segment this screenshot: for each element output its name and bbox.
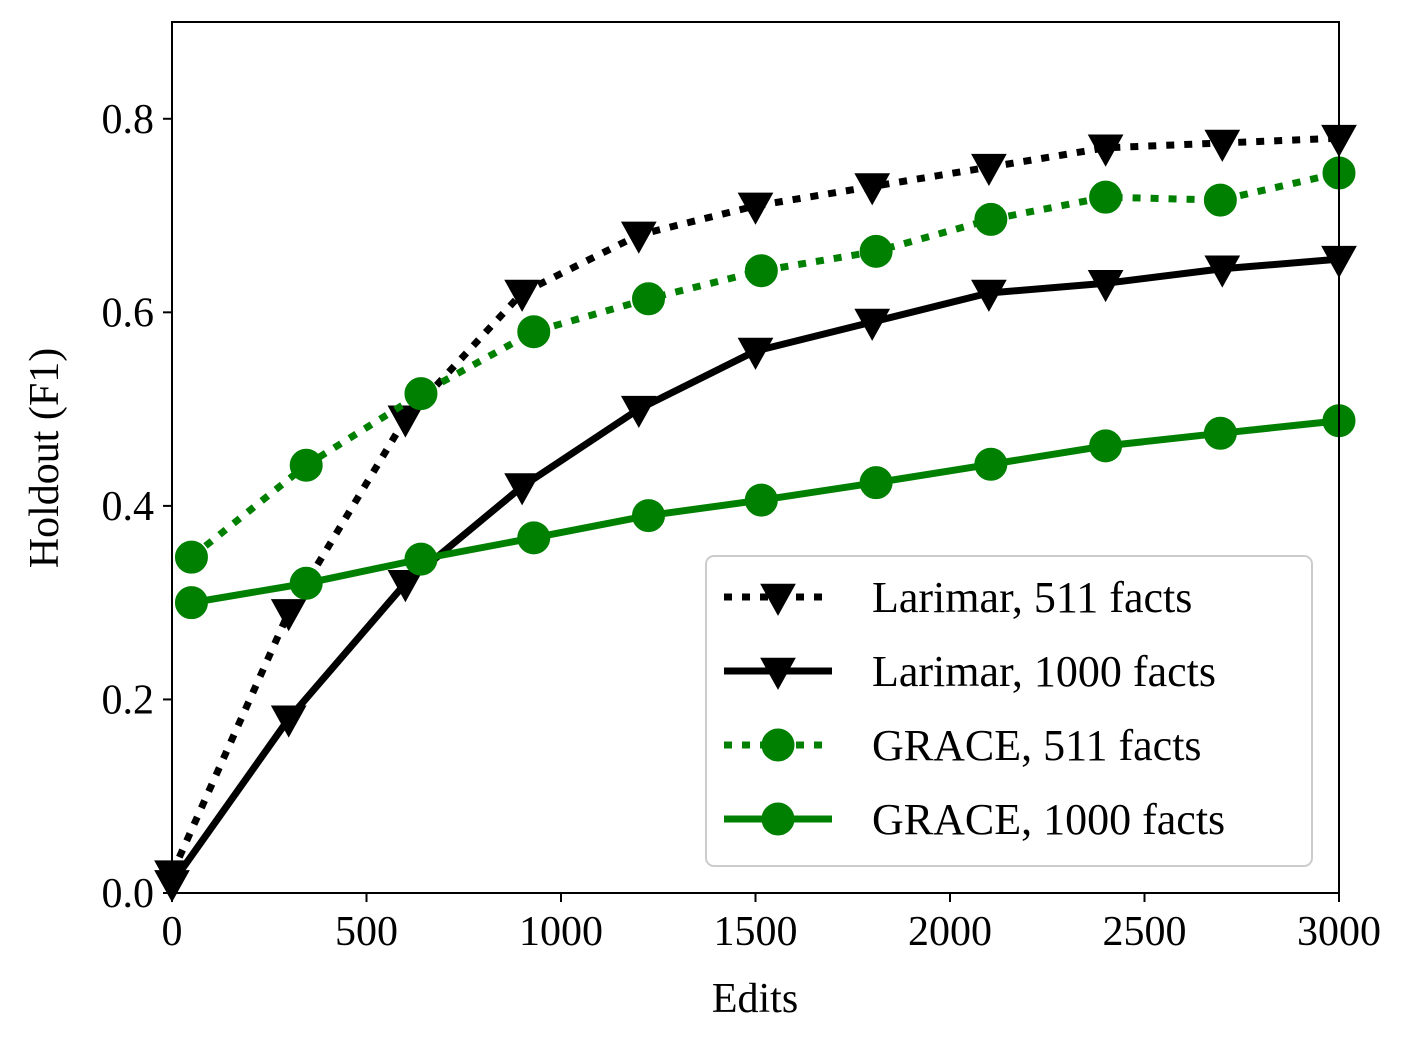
data-point	[270, 705, 307, 738]
x-tick-label: 0	[162, 909, 183, 955]
legend-entry: GRACE, 1000 facts	[724, 795, 1225, 844]
data-point	[744, 483, 778, 517]
data-point	[270, 599, 307, 632]
series-line	[189, 169, 1340, 560]
legend-marker	[761, 728, 795, 762]
y-tick-label: 0.6	[102, 290, 155, 336]
data-point	[1204, 129, 1241, 162]
data-point	[174, 586, 208, 620]
data-point	[1089, 429, 1123, 463]
data-point	[859, 466, 893, 500]
legend-label: GRACE, 511 facts	[872, 721, 1202, 770]
data-point	[632, 282, 666, 316]
legend-entry: Larimar, 1000 facts	[724, 647, 1216, 696]
x-tick-label: 500	[335, 909, 398, 955]
axis-ticks: 0 500 1000 1500 2000 2500 3000 0.0 0.2 0.4 0.6 0.8	[102, 97, 1382, 955]
series-2	[154, 245, 1357, 903]
series-4	[174, 404, 1356, 620]
legend-marker	[760, 657, 796, 690]
data-point	[517, 315, 551, 349]
data-point	[620, 221, 657, 254]
data-point	[404, 542, 438, 576]
data-point	[404, 377, 438, 411]
legend-label: Larimar, 511 facts	[872, 573, 1192, 622]
legend-entry: Larimar, 511 facts	[724, 573, 1192, 622]
data-point	[504, 473, 540, 506]
x-tick-label: 1500	[714, 909, 798, 955]
data-point	[504, 279, 540, 312]
legend-marker	[760, 583, 796, 616]
y-tick-label: 0.4	[102, 484, 155, 530]
data-point	[387, 570, 424, 603]
x-tick-label: 2500	[1103, 909, 1187, 955]
data-point	[1087, 134, 1124, 167]
data-point	[289, 566, 323, 600]
x-tick-label: 3000	[1297, 909, 1381, 955]
x-tick-label: 2000	[908, 909, 992, 955]
data-point	[632, 499, 666, 533]
y-tick-label: 0.0	[102, 871, 155, 917]
data-point	[854, 173, 891, 206]
legend-box	[705, 555, 1313, 867]
data-point	[737, 337, 774, 370]
legend: Larimar, 511 facts Larimar, 1000 facts GRA…	[705, 555, 1313, 867]
data-point	[859, 234, 893, 268]
data-point	[1203, 183, 1237, 217]
y-axis-label: Holdout (F1)	[22, 348, 68, 569]
data-point	[289, 448, 323, 482]
data-point	[737, 192, 774, 225]
data-point	[974, 447, 1008, 481]
data-point	[387, 405, 424, 438]
y-tick-label: 0.2	[102, 677, 155, 723]
legend-label: GRACE, 1000 facts	[872, 795, 1225, 844]
data-point	[1204, 255, 1241, 288]
x-axis-label: Edits	[712, 976, 798, 1022]
data-point	[744, 254, 778, 288]
data-point	[1203, 416, 1237, 450]
series-3	[174, 156, 1356, 574]
legend-entry: GRACE, 511 facts	[724, 721, 1202, 770]
series-line	[168, 134, 1340, 876]
series-layer	[154, 124, 1357, 903]
legend-label: Larimar, 1000 facts	[872, 647, 1216, 696]
data-point	[971, 279, 1007, 312]
y-tick-label: 0.8	[102, 97, 155, 143]
data-point	[854, 308, 891, 341]
data-point	[1089, 180, 1123, 214]
data-point	[971, 153, 1007, 187]
data-point	[517, 521, 551, 555]
x-tick-label: 1000	[519, 909, 603, 955]
data-point	[1087, 270, 1124, 303]
data-point	[974, 202, 1008, 236]
data-point	[174, 540, 208, 574]
series-1	[154, 124, 1357, 893]
data-point	[620, 395, 657, 428]
legend-marker	[761, 802, 795, 836]
